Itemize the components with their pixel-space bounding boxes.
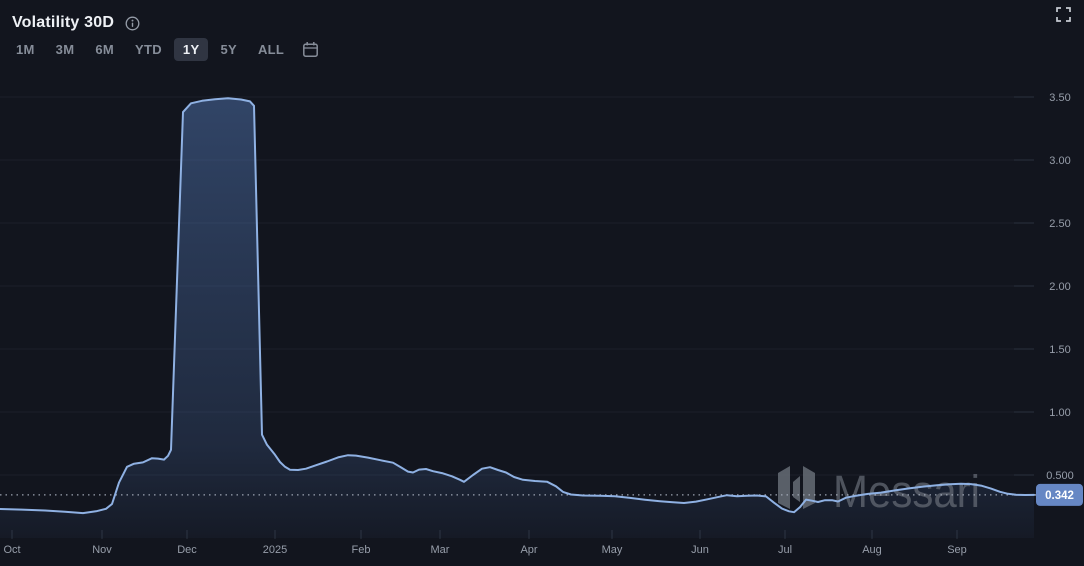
messari-watermark: Messari — [778, 466, 980, 517]
volatility-area-fill — [0, 98, 1034, 539]
page-title: Volatility 30D — [12, 14, 115, 31]
x-axis-label: May — [602, 544, 623, 556]
x-axis-label: Jul — [778, 544, 792, 556]
range-button-1y[interactable]: 1Y — [173, 38, 209, 61]
current-value-badge-label: 0.342 — [1045, 490, 1074, 502]
range-button-all[interactable]: ALL — [249, 38, 293, 61]
messari-watermark-text: Messari — [833, 466, 980, 517]
x-axis-label: Jun — [691, 544, 709, 556]
calendar-icon[interactable] — [296, 38, 325, 61]
messari-logo-icon — [778, 466, 790, 509]
info-icon-glyph — [125, 16, 140, 30]
info-icon[interactable] — [125, 16, 140, 31]
x-axis-label: Apr — [520, 544, 537, 556]
y-axis-label: 0.500 — [1046, 470, 1074, 482]
y-axis-label: 2.00 — [1049, 281, 1070, 293]
y-axis-label: 3.50 — [1049, 92, 1070, 104]
x-axis-label: Nov — [92, 544, 112, 556]
x-axis-label: 2025 — [263, 544, 287, 556]
calendar-icon-glyph — [303, 42, 319, 57]
volatility-line — [0, 97, 1035, 515]
chart-header: Volatility 30D — [0, 0, 1084, 39]
range-toolbar: 1M 3M 6M YTD 1Y 5Y ALL — [7, 38, 325, 61]
range-button-ytd[interactable]: YTD — [126, 38, 171, 61]
range-button-1m[interactable]: 1M — [7, 38, 44, 61]
x-axis-label: Mar — [431, 544, 450, 556]
x-axis-label: Aug — [862, 544, 882, 556]
x-axis-label: Sep — [947, 544, 967, 556]
y-axis-label: 1.00 — [1049, 407, 1070, 419]
y-axis-label: 3.00 — [1049, 155, 1070, 167]
fullscreen-icon-glyph — [1056, 7, 1071, 22]
x-axis-label: Dec — [177, 544, 197, 556]
x-axis-label: Oct — [3, 544, 20, 556]
range-button-3m[interactable]: 3M — [47, 38, 84, 61]
fullscreen-icon[interactable] — [1056, 7, 1071, 22]
current-value-badge — [1036, 483, 1083, 506]
y-axis-label: 1.50 — [1049, 344, 1070, 356]
range-button-6m[interactable]: 6M — [86, 38, 123, 61]
y-axis-label: 2.50 — [1049, 218, 1070, 230]
range-button-5y[interactable]: 5Y — [211, 38, 246, 61]
x-axis-label: Feb — [352, 544, 371, 556]
